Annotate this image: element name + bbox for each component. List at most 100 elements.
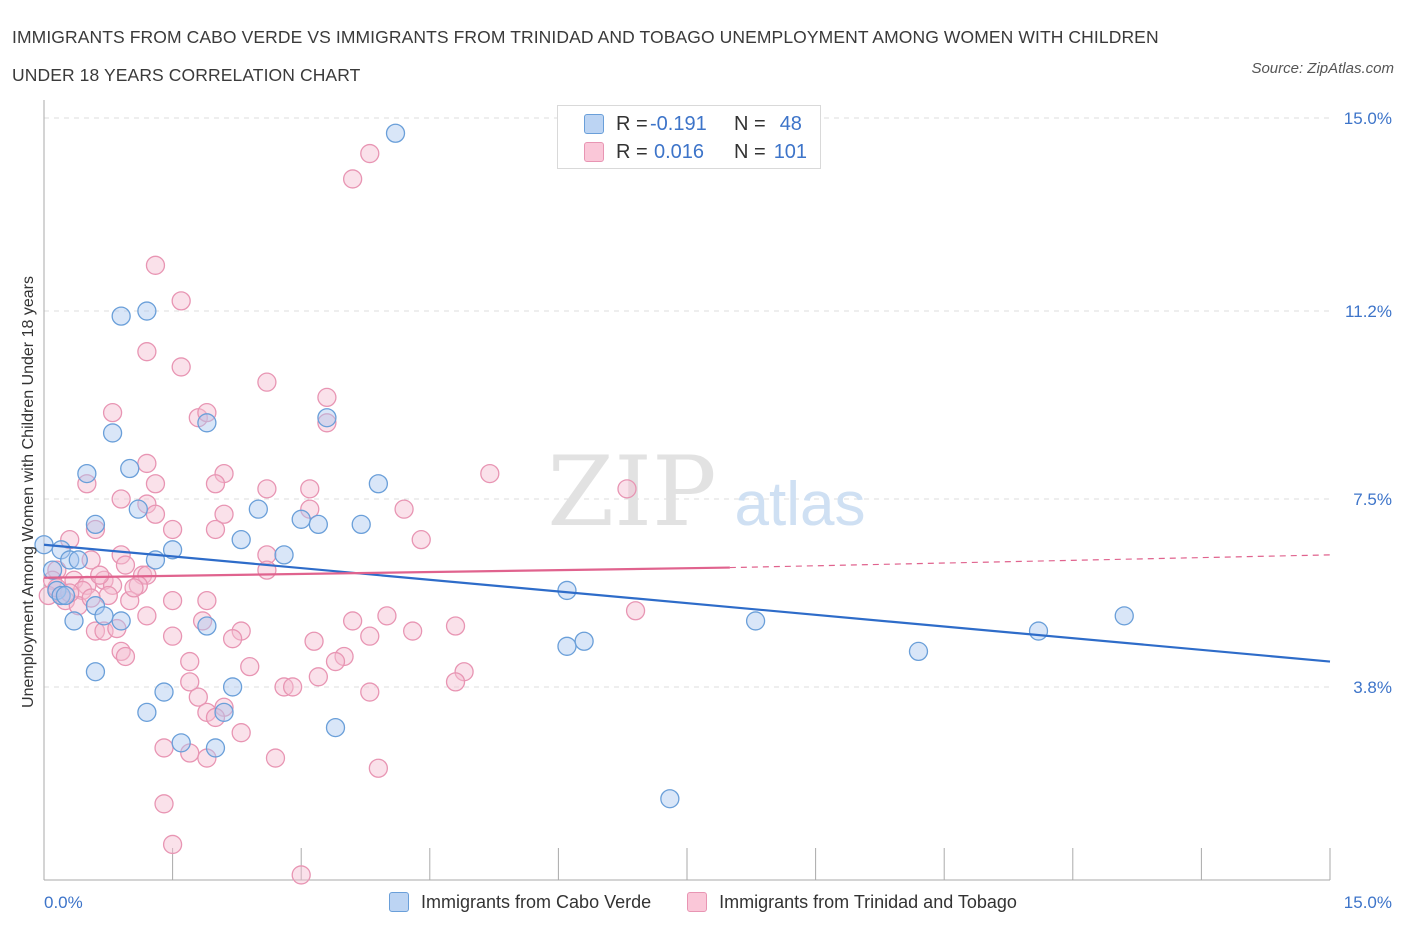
trinidad-point — [205, 519, 226, 540]
legend-swatch-pink — [584, 142, 604, 162]
trinidad-point — [222, 629, 243, 649]
trinidad-point — [102, 402, 123, 423]
cabo-verde-point — [291, 509, 311, 529]
cabo-verde-point — [557, 580, 577, 601]
cabo-verde-point — [102, 423, 123, 443]
cabo-verde-trend-line — [43, 543, 1331, 663]
cabo-verde-point — [111, 306, 131, 326]
cabo-verde-point — [162, 540, 183, 560]
trinidad-point — [162, 626, 183, 646]
correlation-legend: R = -0.191 N = 48 R = 0.016 N = 101 — [557, 105, 821, 169]
trinidad-point — [625, 601, 646, 621]
legend-label: Immigrants from Trinidad and Tobago — [719, 891, 1017, 912]
legend-item-trinidad: Immigrants from Trinidad and Tobago — [687, 892, 1017, 913]
r-label: R = — [616, 112, 648, 135]
cabo-verde-point — [64, 611, 84, 631]
cabo-verde-point — [42, 560, 63, 580]
legend-label: Immigrants from Cabo Verde — [421, 891, 652, 912]
cabo-verde-point — [248, 499, 268, 519]
trinidad-point — [124, 578, 144, 598]
trinidad-point — [394, 499, 414, 519]
n-label: N = — [734, 140, 766, 163]
trinidad-point — [154, 794, 174, 814]
trinidad-point — [77, 474, 97, 494]
cabo-verde-point — [385, 123, 406, 143]
cabo-verde-point — [197, 413, 217, 433]
r-value: 0.016 — [654, 140, 705, 163]
r-value: -0.191 — [650, 112, 707, 135]
trinidad-point — [85, 519, 106, 540]
cabo-verde-point — [274, 545, 294, 565]
trinidad-point — [291, 865, 311, 885]
grid-lines — [44, 117, 1330, 688]
trinidad-point — [282, 677, 303, 697]
x-tick-label: 0.0% — [44, 893, 83, 912]
legend-row-trinidad: R = 0.016 N = 101 — [584, 139, 807, 165]
cabo-verde-point — [317, 408, 337, 428]
cabo-verde-point — [197, 616, 217, 636]
y-tick-label: 11.2% — [1345, 302, 1392, 321]
trinidad-point — [137, 342, 157, 362]
trinidad-point — [308, 667, 328, 687]
n-value: 48 — [779, 112, 802, 135]
trinidad-point — [115, 646, 136, 667]
cabo-verde-point — [77, 463, 97, 484]
trinidad-point — [197, 402, 217, 423]
cabo-verde-point — [745, 611, 766, 631]
y-tick-label: 7.5% — [1353, 490, 1392, 509]
trinidad-point — [180, 672, 200, 692]
trend-lines — [43, 543, 1331, 663]
cabo-verde-point — [68, 550, 88, 570]
trinidad-point — [145, 474, 166, 494]
cabo-verde-point — [111, 611, 131, 631]
cabo-verde-point — [660, 789, 680, 809]
cabo-verde-point — [325, 717, 346, 738]
cabo-verde-point — [574, 631, 594, 651]
cabo-verde-point — [1028, 621, 1049, 641]
cabo-verde-point — [154, 682, 174, 702]
trinidad-point — [115, 555, 136, 575]
trinidad-point — [240, 656, 260, 677]
y-tick-label: 3.8% — [1353, 678, 1392, 697]
cabo-verde-point — [137, 301, 157, 321]
n-label: N = — [734, 112, 766, 135]
x-tick-label: 15.0% — [1344, 893, 1392, 912]
legend-swatch-blue — [389, 892, 410, 912]
n-value: 101 — [773, 140, 808, 163]
data-points — [34, 123, 1134, 885]
cabo-verde-point — [51, 585, 71, 606]
r-label: R = — [616, 140, 648, 163]
trinidad-point — [300, 479, 320, 499]
trinidad-point — [180, 651, 200, 672]
cabo-verde-point — [308, 514, 328, 535]
cabo-verde-point — [171, 733, 191, 753]
trinidad-point — [342, 169, 363, 189]
trinidad-point — [137, 453, 157, 474]
trinidad-point — [342, 611, 363, 631]
legend-swatch-blue — [584, 114, 604, 134]
cabo-verde-point — [351, 514, 371, 535]
trinidad-point — [403, 621, 423, 641]
watermark-zip: ZIP — [547, 436, 716, 548]
tick-labels: 3.8% 7.5% 11.2% 15.0% 0.0% 15.0% — [44, 109, 1392, 912]
trinidad-point — [265, 748, 286, 768]
cabo-verde-point — [128, 499, 148, 519]
cabo-verde-point — [120, 458, 140, 479]
trinidad-point — [154, 738, 174, 758]
trinidad-point — [197, 590, 217, 611]
cabo-verde-point — [557, 636, 577, 656]
cabo-verde-point — [231, 529, 251, 550]
trinidad-point — [445, 616, 466, 636]
trinidad-point — [368, 758, 389, 778]
trinidad-point — [171, 291, 191, 311]
watermark-atlas: atlas — [735, 470, 866, 539]
trinidad-point — [257, 372, 277, 392]
trinidad-point — [171, 357, 191, 377]
trinidad-point — [145, 255, 166, 275]
series-legend: Immigrants from Cabo Verde Immigrants fr… — [0, 886, 1406, 918]
cabo-verde-point — [137, 702, 157, 723]
trinidad-point — [111, 489, 131, 509]
trinidad-trend-line — [43, 566, 730, 579]
axes — [43, 100, 1331, 881]
source-label: Source: ZipAtlas.com — [1251, 60, 1394, 77]
